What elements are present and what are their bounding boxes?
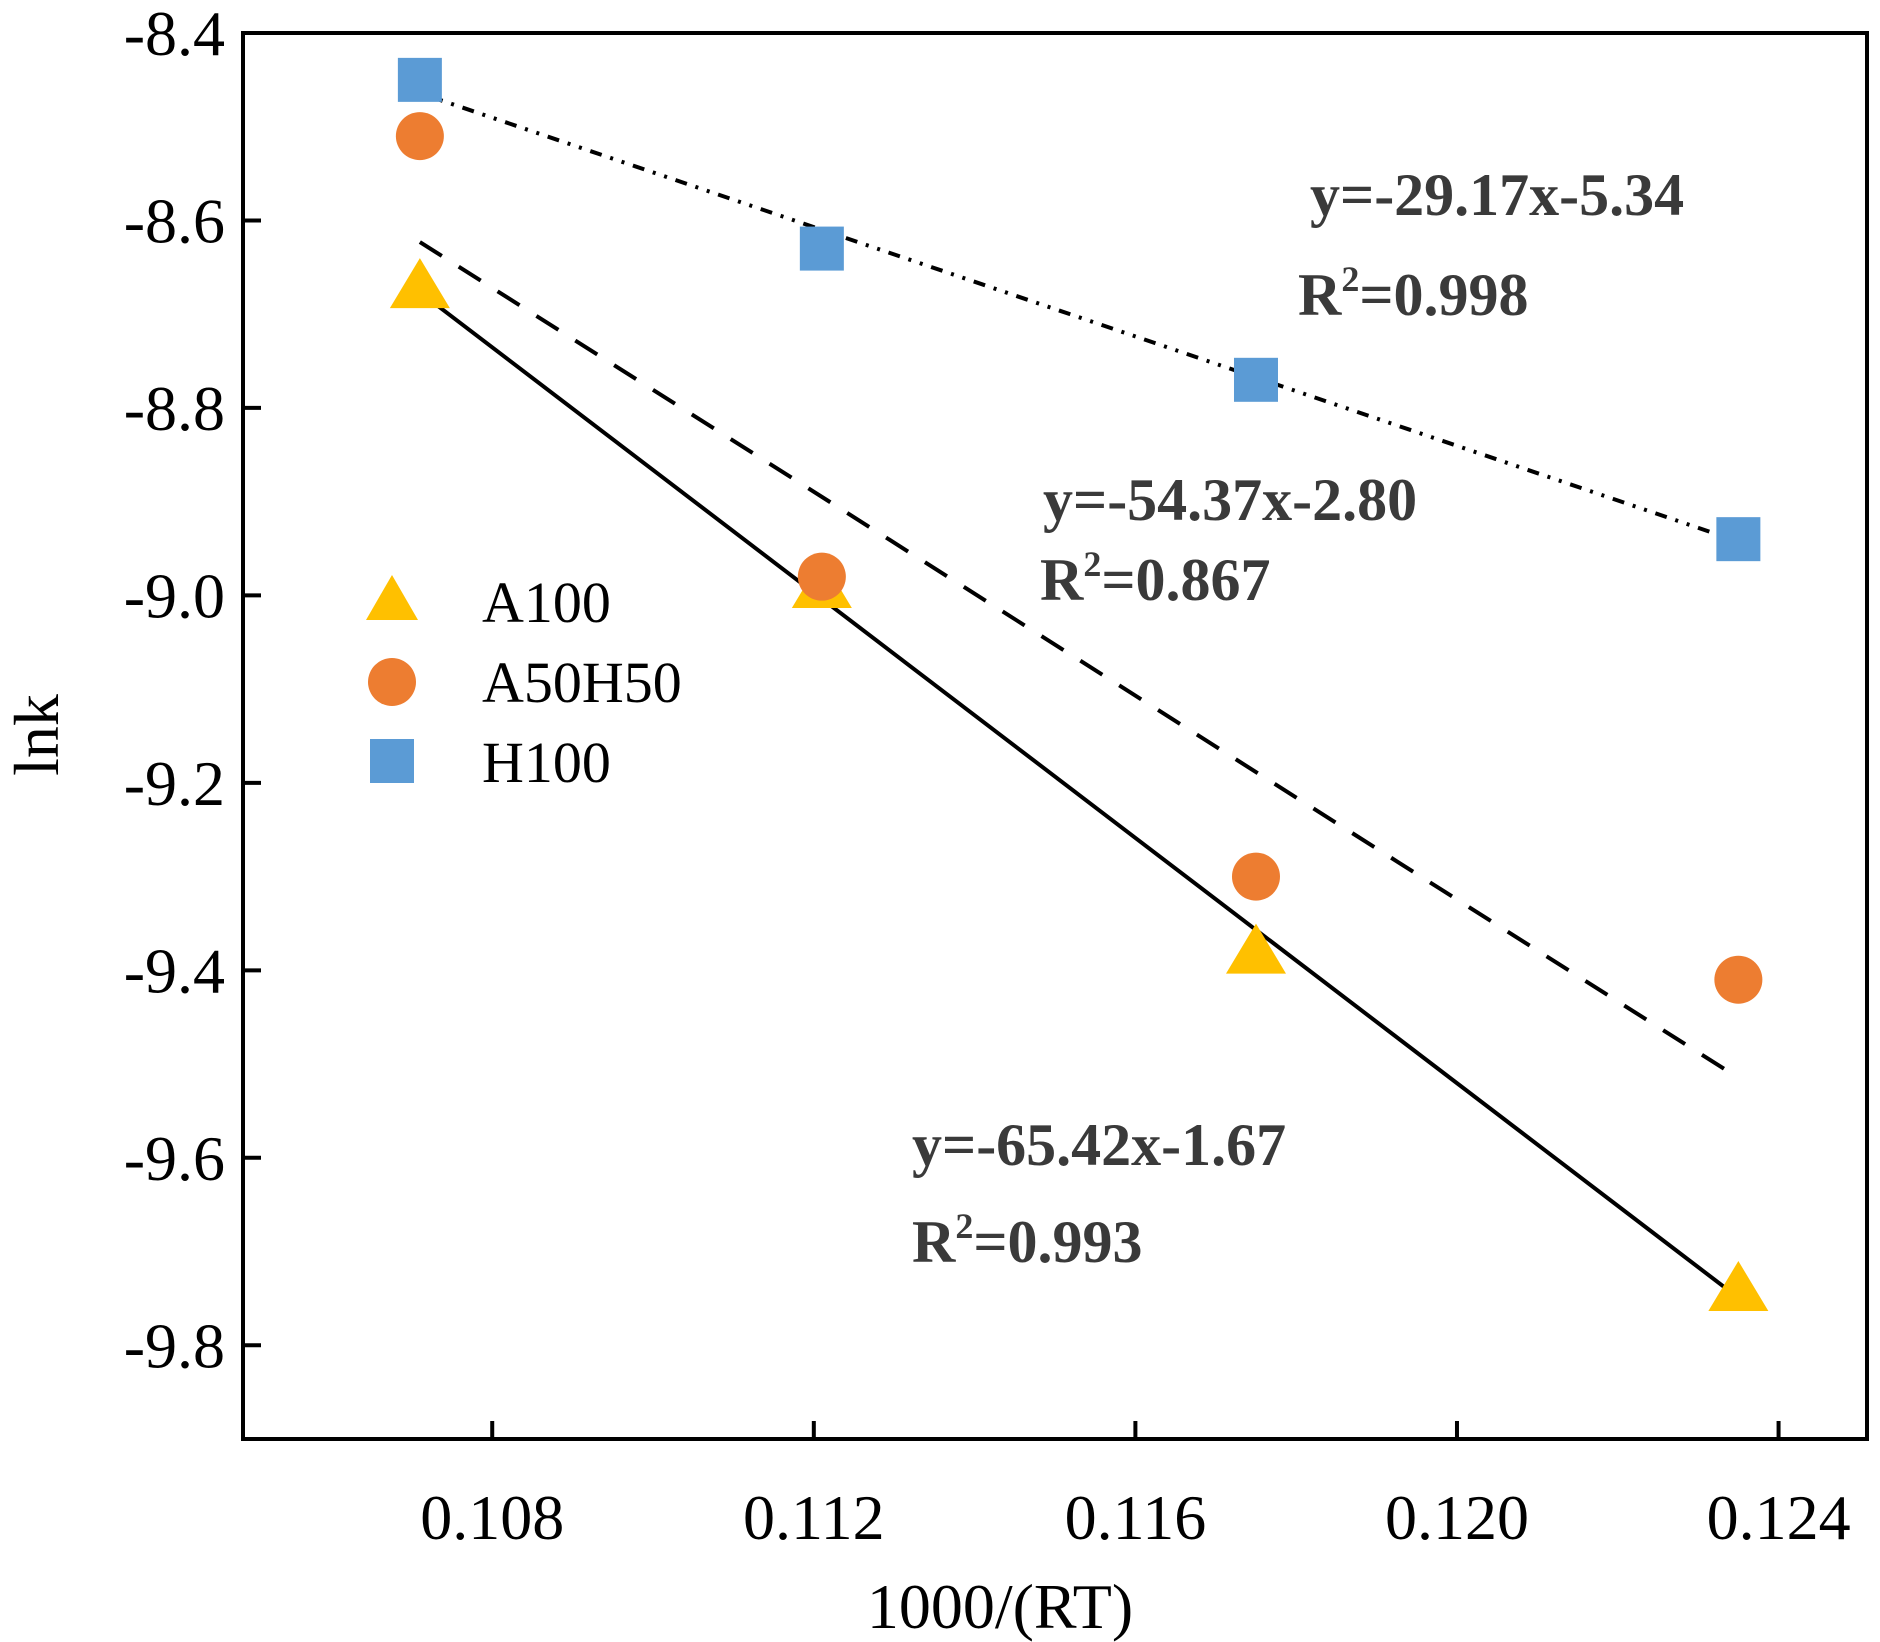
data-point-a50h50 — [395, 112, 444, 161]
x-tick-label: 0.108 — [420, 1482, 564, 1553]
fit-line-a50h50 — [418, 240, 1740, 1080]
data-point-h100 — [397, 57, 442, 102]
y-tick-label: -9.2 — [124, 748, 225, 819]
equation-h100: y=-29.17x-5.34 — [1310, 162, 1684, 228]
y-tick-label: -9.6 — [124, 1123, 225, 1194]
legend-marker-a50h50 — [368, 658, 416, 706]
y-axis-title: lnk — [1, 694, 72, 776]
y-tick-label: -9.4 — [124, 935, 225, 1006]
data-point-a100 — [1708, 1261, 1769, 1312]
fit-line-h100 — [419, 91, 1740, 544]
legend-marker-a100 — [366, 575, 418, 620]
plot-frame — [241, 31, 1869, 1441]
fit-line-a100 — [418, 290, 1740, 1300]
annotation-a100: y=-65.42x-1.67 R2=0.993 — [912, 1112, 1286, 1275]
equation-a50h50: y=-54.37x-2.80 — [1043, 467, 1417, 533]
data-point-a50h50 — [1231, 852, 1280, 901]
y-tick-label: -8.6 — [124, 185, 225, 256]
data-point-a50h50 — [1714, 955, 1763, 1004]
legend-label-a100: A100 — [482, 570, 611, 635]
legend-label-a50h50: A50H50 — [482, 650, 682, 715]
y-tick-label: -9.8 — [124, 1310, 225, 1381]
x-axis-title: 1000/(RT) — [867, 1571, 1133, 1642]
annotation-h100: y=-29.17x-5.34 R2=0.998 — [1298, 162, 1684, 328]
legend-marker-h100 — [370, 739, 414, 783]
r-squared-a100: R2=0.993 — [912, 1206, 1143, 1275]
data-point-h100 — [799, 226, 844, 271]
y-tick-label: -8.4 — [124, 0, 225, 69]
y-tick-label: -8.8 — [124, 373, 225, 444]
data-point-a100 — [389, 258, 450, 309]
y-tick-label: -9.0 — [124, 560, 225, 631]
data-point-a50h50 — [797, 552, 846, 601]
equation-a100: y=-65.42x-1.67 — [912, 1112, 1286, 1178]
legend-label-h100: H100 — [482, 730, 611, 795]
annotation-a50h50: y=-54.37x-2.80 R2=0.867 — [1040, 467, 1417, 613]
x-tick-label: 0.124 — [1707, 1482, 1851, 1553]
x-tick-label: 0.116 — [1065, 1482, 1207, 1553]
r-squared-a50h50: R2=0.867 — [1040, 544, 1271, 613]
data-point-a100 — [1225, 923, 1286, 974]
data-point-h100 — [1716, 517, 1761, 562]
legend: A100 A50H50 H100 — [366, 570, 682, 795]
data-point-h100 — [1233, 357, 1278, 402]
x-tick-label: 0.112 — [743, 1482, 885, 1553]
x-tick-label: 0.120 — [1385, 1482, 1529, 1553]
r-squared-h100: R2=0.998 — [1298, 259, 1529, 328]
